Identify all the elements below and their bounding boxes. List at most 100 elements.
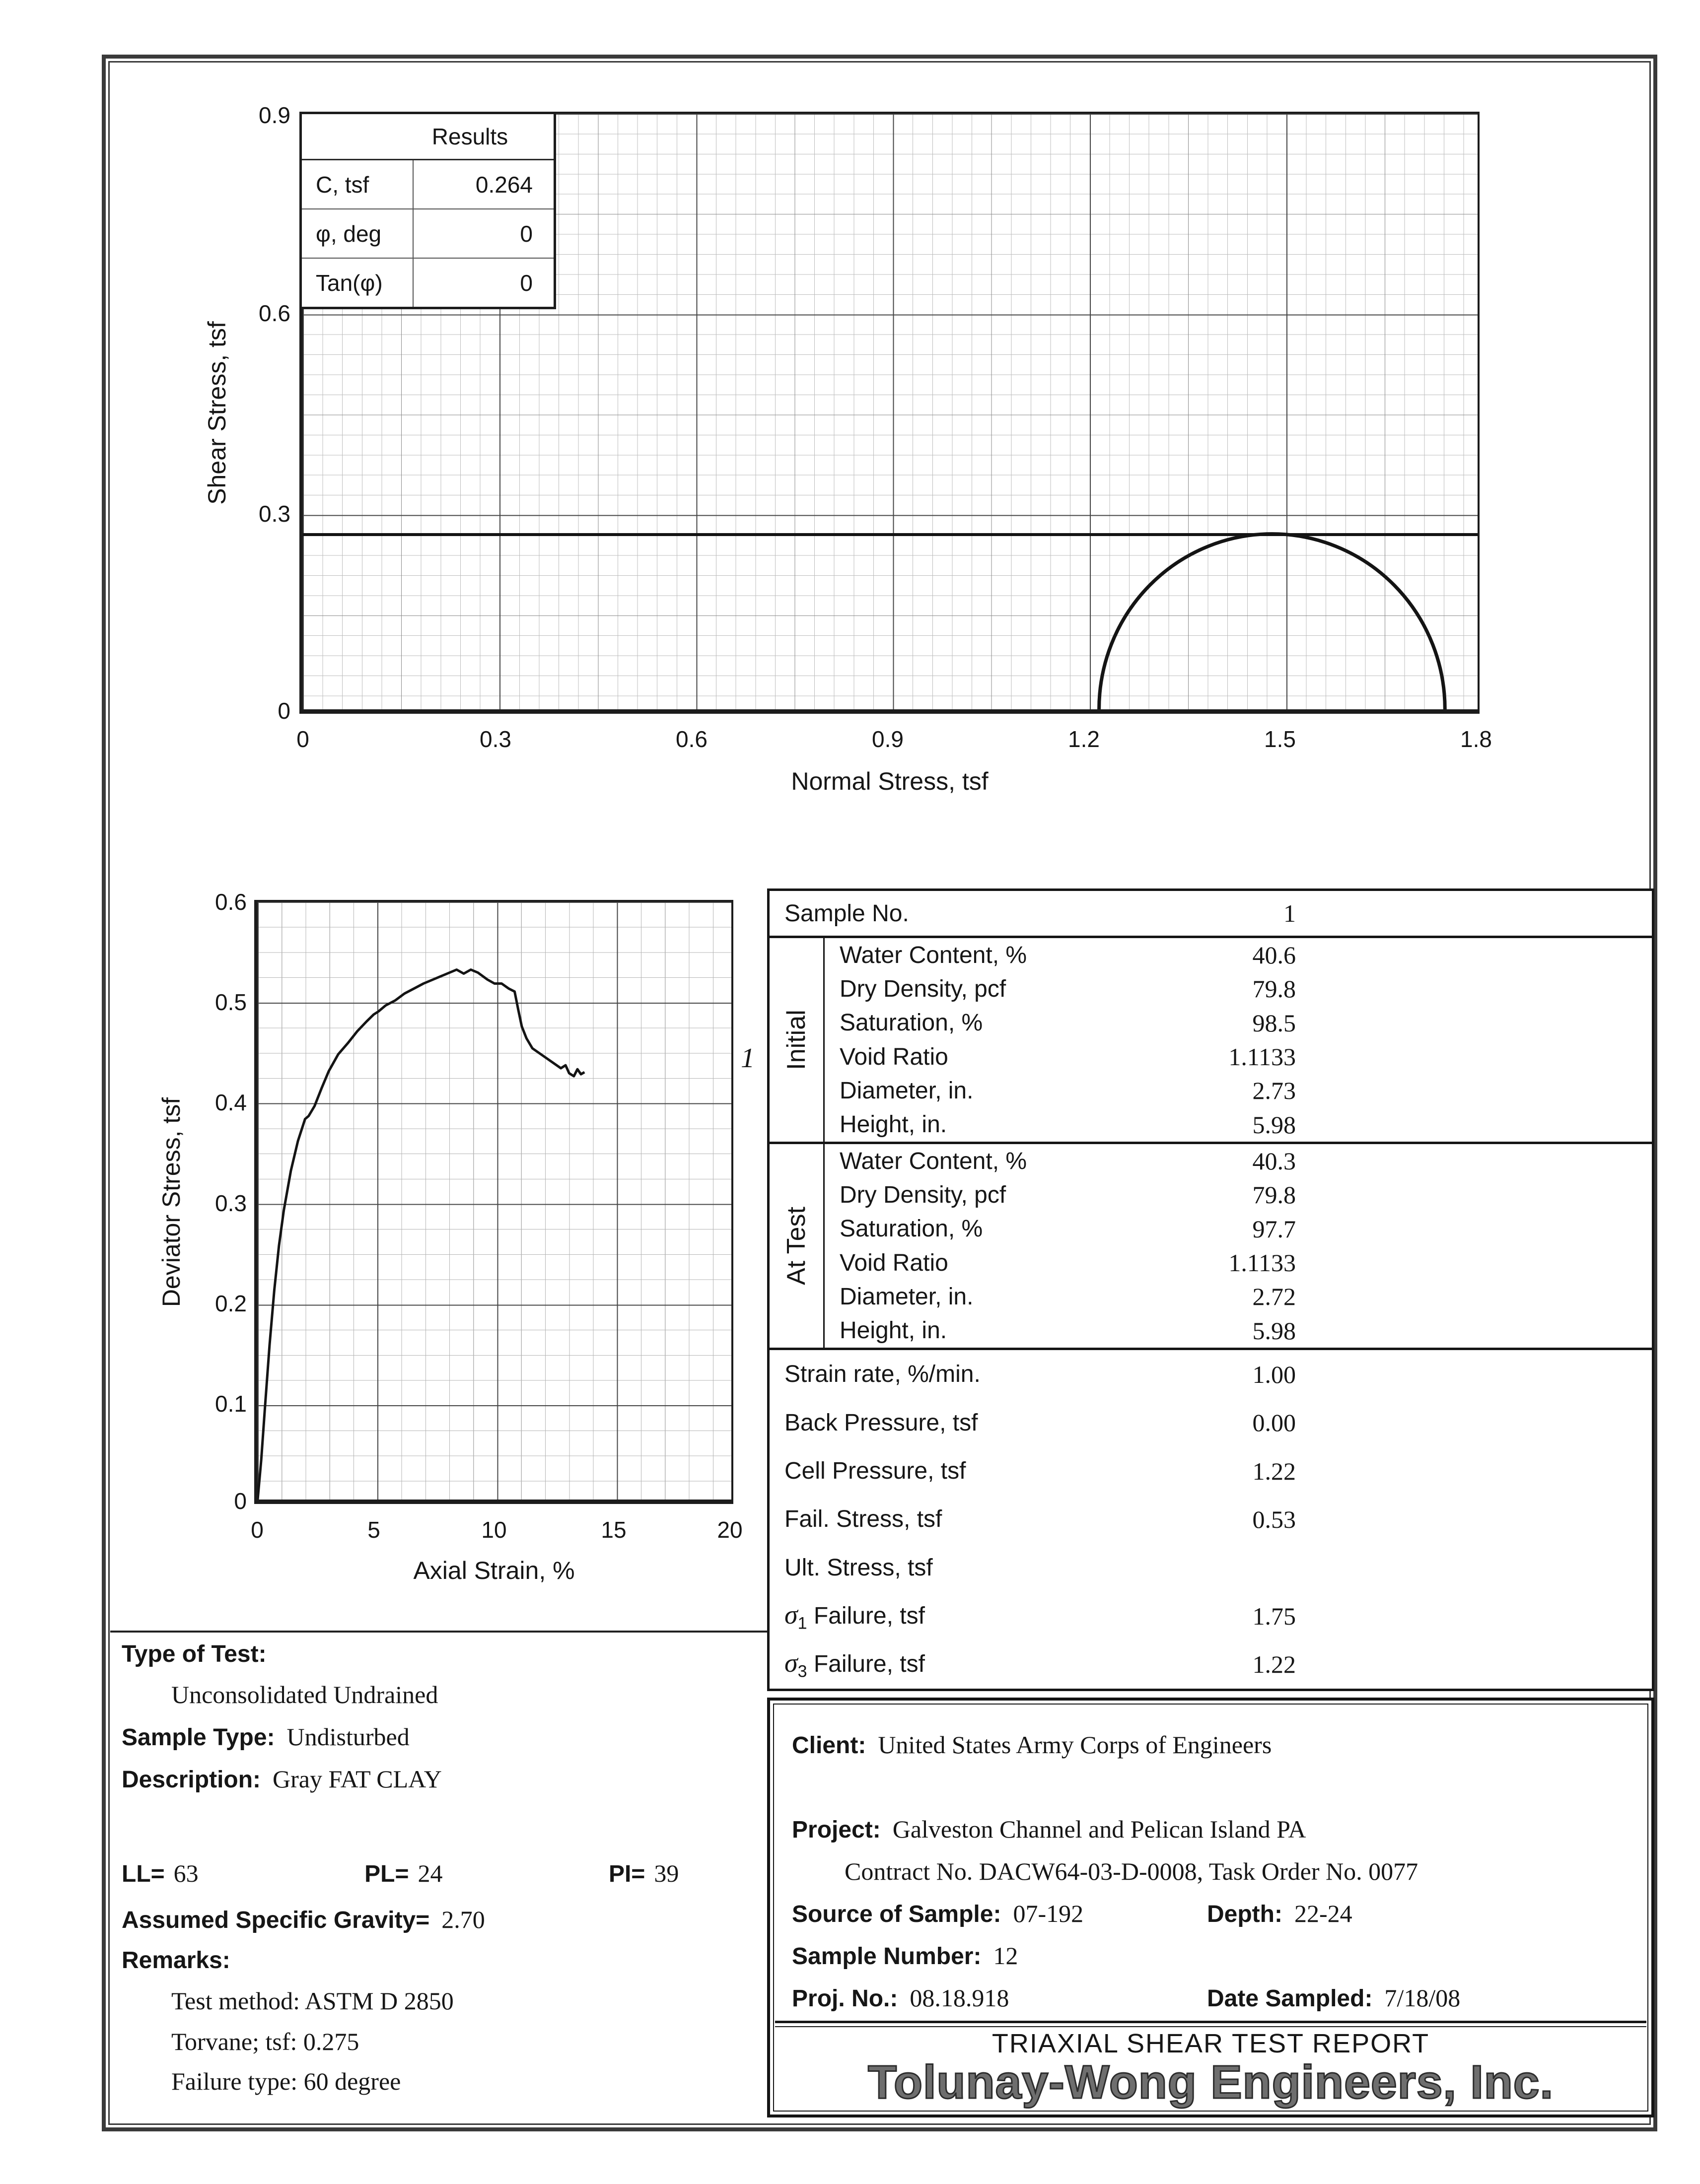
param-label: Strain rate, %/min. — [784, 1361, 981, 1388]
sigma-symbol: σ — [784, 1599, 798, 1630]
param-row-strain-rate: Strain rate, %/min. 1.00 — [770, 1350, 1652, 1398]
at-test-section: At Test Water Content, % 40.3 Dry Density… — [770, 1144, 1652, 1350]
results-value: 0 — [520, 220, 533, 247]
table-row: Height, in. 5.98 — [825, 1108, 1652, 1142]
mohr-x-tick: 1.2 — [1068, 726, 1100, 752]
specific-gravity-value: 2.70 — [441, 1906, 485, 1933]
param-label: Failure, tsf — [813, 1650, 925, 1677]
mohr-x-tick: 1.5 — [1264, 726, 1296, 752]
results-row-tanphi: Tan(φ) 0 — [302, 259, 554, 307]
sample-type-label: Sample Type: — [122, 1724, 275, 1751]
stress-strain-svg — [258, 968, 585, 1500]
strain-y-tick: 0.3 — [215, 1190, 247, 1216]
project-label: Project: — [792, 1817, 881, 1843]
row-value: 79.8 — [1252, 1181, 1296, 1209]
strain-y-tick: 0 — [234, 1488, 247, 1514]
contract-line: Contract No. DACW64-03-D-0008, Task Orde… — [845, 1857, 1418, 1885]
mohr-y-tick: 0.9 — [259, 102, 290, 128]
company-name: Tolunay-Wong Engineers, Inc. — [867, 2055, 1554, 2110]
row-label: Saturation, % — [840, 1216, 983, 1242]
specific-gravity-label: Assumed Specific Gravity= — [122, 1907, 430, 1933]
results-table: Results C, tsf 0.264 φ, deg 0 Tan(φ) 0 — [299, 112, 556, 309]
row-value: 98.5 — [1252, 1009, 1296, 1037]
table-row: Dry Density, pcf 79.8 — [825, 1178, 1652, 1212]
row-value: 1.1133 — [1228, 1043, 1296, 1071]
sample-no-label: Sample No. — [784, 900, 909, 927]
initial-label-text: Initial — [782, 1010, 811, 1070]
param-row-back-pressure: Back Pressure, tsf 0.00 — [770, 1398, 1652, 1446]
table-row: Dry Density, pcf 79.8 — [825, 972, 1652, 1006]
param-label: Back Pressure, tsf — [784, 1409, 978, 1436]
row-value: 5.98 — [1252, 1110, 1296, 1139]
pi-label: PI= — [608, 1861, 645, 1887]
mohr-svg — [303, 532, 1478, 709]
initial-section: Initial Water Content, % 40.6 Dry Density… — [770, 938, 1652, 1144]
at-test-section-label: At Test — [770, 1144, 825, 1348]
remark-item: Failure type: 60 degree — [171, 2067, 401, 2095]
table-row: Diameter, in. 2.73 — [825, 1074, 1652, 1107]
mohr-circle — [1097, 532, 1447, 709]
ll-label: LL= — [122, 1861, 165, 1887]
stress-strain-plot — [254, 900, 733, 1504]
sample-number-value: 12 — [993, 1942, 1018, 1970]
results-value: 0 — [520, 270, 533, 296]
row-value: 79.8 — [1252, 975, 1296, 1003]
at-test-label-text: At Test — [782, 1206, 811, 1286]
table-row: Saturation, % 98.5 — [825, 1006, 1652, 1040]
mohr-x-tick: 0.3 — [480, 726, 511, 752]
project-value: Galveston Channel and Pelican Island PA — [892, 1815, 1306, 1843]
client-value: United States Army Corps of Engineers — [878, 1731, 1272, 1759]
results-row-phi: φ, deg 0 — [302, 209, 554, 259]
row-label: Saturation, % — [840, 1010, 983, 1036]
table-row: Void Ratio 1.1133 — [825, 1040, 1652, 1074]
results-header: Results — [302, 114, 554, 160]
description-label: Description: — [122, 1767, 261, 1793]
source-of-sample-label: Source of Sample: — [792, 1901, 1001, 1927]
param-row-sigma3-failure: σ3 Failure, tsf 1.22 — [770, 1640, 1652, 1689]
stress-strain-curve — [258, 968, 585, 1500]
strain-y-tick: 0.4 — [215, 1090, 247, 1115]
project-info-box: Client: United States Army Corps of Engin… — [767, 1698, 1654, 2117]
type-of-test-label: Type of Test: — [122, 1641, 267, 1667]
proj-no-value: 08.18.918 — [910, 1984, 1009, 2012]
pi-value: 39 — [654, 1859, 679, 1887]
strain-x-axis-label: Axial Strain, % — [413, 1557, 575, 1584]
table-row: Water Content, % 40.6 — [825, 938, 1652, 972]
results-label: φ, deg — [302, 209, 414, 258]
mohr-y-tick: 0.3 — [259, 501, 290, 527]
mohr-x-axis-label: Normal Stress, tsf — [791, 767, 989, 795]
strain-y-tick: 0.2 — [215, 1291, 247, 1316]
row-label: Diameter, in. — [840, 1077, 974, 1104]
mohr-x-tick: 1.8 — [1460, 726, 1492, 752]
strain-x-tick: 15 — [601, 1517, 627, 1543]
depth-value: 22-24 — [1294, 1900, 1352, 1927]
strain-y-tick: 0.6 — [215, 889, 247, 915]
date-sampled-value: 7/18/08 — [1384, 1984, 1461, 2012]
results-label: Tan(φ) — [302, 259, 414, 307]
mohr-y-tick: 0.6 — [259, 300, 290, 326]
curve-sample-label: 1 — [741, 1043, 755, 1074]
param-value: 0.53 — [1252, 1505, 1296, 1533]
mohr-y-axis-label: Shear Stress, tsf — [203, 321, 231, 505]
mohr-y-tick: 0 — [278, 698, 290, 724]
row-value: 1.1133 — [1228, 1249, 1296, 1277]
table-row: Diameter, in. 2.72 — [825, 1280, 1652, 1313]
title-divider-line — [775, 2021, 1646, 2027]
sample-type-value: Undisturbed — [286, 1723, 410, 1751]
param-row-cell-pressure: Cell Pressure, tsf 1.22 — [770, 1447, 1652, 1495]
sigma-symbol: σ — [784, 1647, 798, 1678]
strain-y-tick: 0.1 — [215, 1391, 247, 1417]
param-label: Fail. Stress, tsf — [784, 1506, 942, 1533]
strain-x-tick: 10 — [481, 1517, 507, 1543]
param-row-ult-stress: Ult. Stress, tsf — [770, 1544, 1652, 1592]
strain-y-tick: 0.5 — [215, 989, 247, 1015]
row-value: 2.73 — [1252, 1077, 1296, 1105]
ll-value: 63 — [173, 1859, 199, 1887]
project-info-inner-border — [773, 1704, 1648, 2112]
sample-data-table: Sample No. 1 Initial Water Content, % 40.… — [767, 888, 1654, 1691]
row-label: Water Content, % — [840, 1148, 1027, 1174]
mohr-circle-plot — [299, 112, 1480, 714]
param-label: Ult. Stress, tsf — [784, 1554, 933, 1581]
source-of-sample-value: 07-192 — [1013, 1900, 1084, 1927]
row-value: 40.3 — [1252, 1147, 1296, 1175]
